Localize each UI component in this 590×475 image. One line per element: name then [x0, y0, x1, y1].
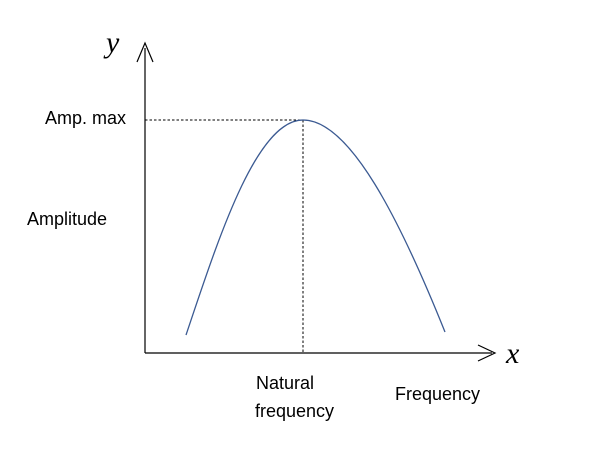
natural-frequency-label-line2: frequency	[255, 401, 334, 421]
x-variable-label: x	[505, 337, 520, 370]
y-axis-arrow	[136, 41, 154, 63]
resonance-curve	[185, 119, 446, 336]
y-axis-label: Amplitude	[27, 209, 107, 229]
x-axis-label: Frequency	[395, 384, 480, 404]
natural-frequency-label-line1: Natural	[256, 373, 314, 393]
peak-label: Amp. max	[45, 108, 126, 128]
y-variable-label: y	[103, 26, 120, 59]
x-axis-arrow	[477, 344, 497, 362]
